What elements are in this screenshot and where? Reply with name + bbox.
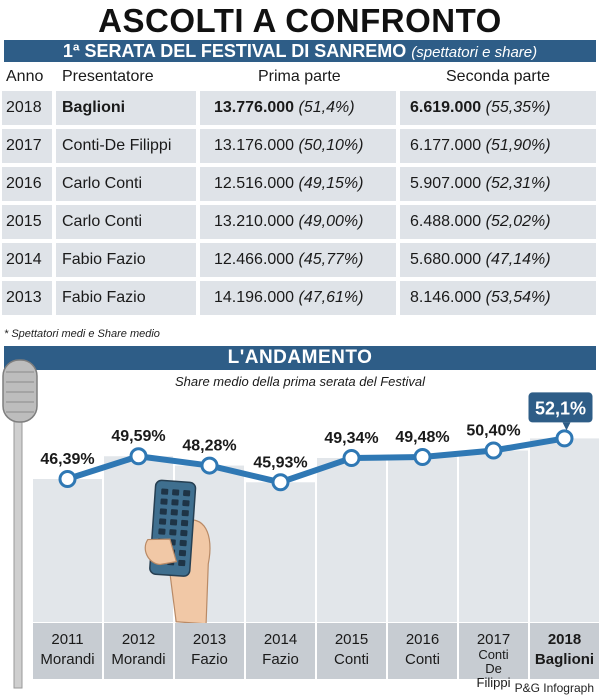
category-box bbox=[317, 623, 386, 679]
category-presenter: Conti bbox=[334, 651, 369, 668]
table-heading: 1ª SERATA DEL FESTIVAL DI SANREMO (spett… bbox=[4, 40, 596, 62]
category-presenter: Conti bbox=[405, 651, 440, 668]
cell-second: 6.619.000 (55,35%) bbox=[410, 99, 551, 116]
highlight-badge-pointer bbox=[562, 422, 571, 431]
cell-presenter: Conti-De Filippi bbox=[62, 137, 172, 154]
column-band bbox=[246, 482, 315, 622]
data-label: 50,40% bbox=[466, 422, 520, 439]
data-point bbox=[129, 447, 148, 466]
table-row: 2014 Fabio Fazio 12.466.000 (45,77%) 5.680.… bbox=[0, 242, 600, 278]
category-presenter: Filippi bbox=[477, 675, 511, 690]
cell-first: 14.196.000 (47,61%) bbox=[214, 289, 364, 306]
credit: P&G Infograph bbox=[514, 681, 594, 695]
column-band bbox=[317, 458, 386, 622]
col-header-second: Seconda parte bbox=[446, 68, 551, 85]
column-band bbox=[33, 479, 102, 622]
cell-year: 2013 bbox=[6, 289, 42, 306]
cell-first: 12.466.000 (45,77%) bbox=[214, 251, 364, 268]
cell-year: 2018 bbox=[6, 99, 42, 116]
category-year: 2011 bbox=[51, 631, 83, 648]
data-label: 49,48% bbox=[395, 429, 449, 446]
chart-subtitle: Share medio della prima serata del Festi… bbox=[174, 374, 425, 389]
cell-year: 2014 bbox=[6, 251, 42, 268]
column-band bbox=[530, 438, 599, 622]
table-footnote: * Spettatori medi e Share medio bbox=[4, 328, 160, 340]
category-year: 2012 bbox=[122, 631, 155, 648]
table-header: Anno Presentatore Prima parte Seconda pa… bbox=[0, 64, 600, 90]
col-header-year: Anno bbox=[6, 68, 44, 85]
data-label: 52,1% bbox=[535, 398, 586, 418]
cell-first: 13.776.000 (51,4%) bbox=[214, 99, 355, 116]
category-presenter: Baglioni bbox=[535, 651, 594, 668]
data-label: 45,93% bbox=[253, 454, 307, 471]
table-heading-text: 1ª SERATA DEL FESTIVAL DI SANREMO bbox=[62, 41, 407, 61]
cell-year: 2015 bbox=[6, 213, 42, 230]
category-box bbox=[530, 623, 599, 679]
cell-first: 13.176.000 (50,10%) bbox=[214, 137, 364, 154]
data-point bbox=[200, 456, 219, 475]
mic-stand-icon bbox=[13, 407, 23, 689]
data-label: 48,28% bbox=[182, 438, 236, 455]
cell-presenter: Baglioni bbox=[62, 99, 126, 116]
page-title: ASCOLTI A CONFRONTO bbox=[98, 2, 502, 39]
cell-first: 12.516.000 (49,15%) bbox=[214, 175, 364, 192]
category-box bbox=[104, 623, 173, 679]
col-header-presenter: Presentatore bbox=[62, 68, 154, 85]
remote-control-icon bbox=[144, 479, 211, 625]
data-label: 46,39% bbox=[40, 451, 94, 468]
category-box bbox=[388, 623, 457, 679]
chart-title: L'ANDAMENTO bbox=[4, 346, 596, 370]
table-row: 2017 Conti-De Filippi 13.176.000 (50,10%) 6… bbox=[0, 128, 600, 164]
cell-year: 2016 bbox=[6, 175, 42, 192]
microphone-icon bbox=[2, 359, 38, 423]
data-label: 49,34% bbox=[324, 430, 378, 447]
cell-presenter: Fabio Fazio bbox=[62, 251, 146, 268]
category-year: 2015 bbox=[335, 631, 368, 648]
data-point bbox=[342, 449, 361, 468]
cell-second: 8.146.000 (53,54%) bbox=[410, 289, 551, 306]
category-presenter: Conti bbox=[478, 647, 508, 662]
data-point bbox=[555, 429, 574, 448]
cell-second: 5.680.000 (47,14%) bbox=[410, 251, 551, 268]
category-presenter: Fazio bbox=[262, 651, 299, 668]
category-box bbox=[33, 623, 102, 679]
highlight-badge bbox=[528, 392, 593, 423]
share-line bbox=[66, 435, 566, 486]
data-point bbox=[271, 473, 290, 492]
column-band bbox=[388, 457, 457, 622]
cell-first: 13.210.000 (49,00%) bbox=[214, 213, 364, 230]
cell-year: 2017 bbox=[6, 137, 42, 154]
category-year: 2013 bbox=[193, 631, 226, 648]
category-box bbox=[246, 623, 315, 679]
category-box bbox=[175, 623, 244, 679]
category-year: 2017 bbox=[477, 631, 510, 648]
category-presenter: Morandi bbox=[40, 651, 94, 668]
category-presenter: De bbox=[485, 661, 502, 676]
column-band bbox=[459, 450, 528, 622]
table-row: 2013 Fabio Fazio 14.196.000 (47,61%) 8.146.… bbox=[0, 280, 600, 316]
cell-second: 5.907.000 (52,31%) bbox=[410, 175, 551, 192]
data-label: 49,59% bbox=[111, 428, 165, 445]
cell-presenter: Fabio Fazio bbox=[62, 289, 146, 306]
table-row: 2016 Carlo Conti 12.516.000 (49,15%) 5.907.… bbox=[0, 166, 600, 202]
table-heading-note: (spettatori e share) bbox=[411, 44, 538, 61]
category-box bbox=[459, 623, 528, 679]
category-year: 2018 bbox=[548, 631, 581, 648]
cell-second: 6.177.000 (51,90%) bbox=[410, 137, 551, 154]
category-year: 2014 bbox=[264, 631, 297, 648]
category-year: 2016 bbox=[406, 631, 439, 648]
cell-presenter: Carlo Conti bbox=[62, 213, 143, 230]
cell-second: 6.488.000 (52,02%) bbox=[410, 213, 551, 230]
data-point bbox=[58, 470, 77, 489]
cell-presenter: Carlo Conti bbox=[62, 175, 143, 192]
category-presenter: Fazio bbox=[191, 651, 228, 668]
category-presenter: Morandi bbox=[111, 651, 165, 668]
data-point bbox=[484, 441, 503, 460]
table-row: 2015 Carlo Conti 13.210.000 (49,00%) 6.488.… bbox=[0, 204, 600, 240]
col-header-first: Prima parte bbox=[258, 68, 341, 85]
table-row: 2018 Baglioni 13.776.000 (51,4%) 6.619.000 … bbox=[0, 90, 600, 126]
data-point bbox=[413, 448, 432, 467]
